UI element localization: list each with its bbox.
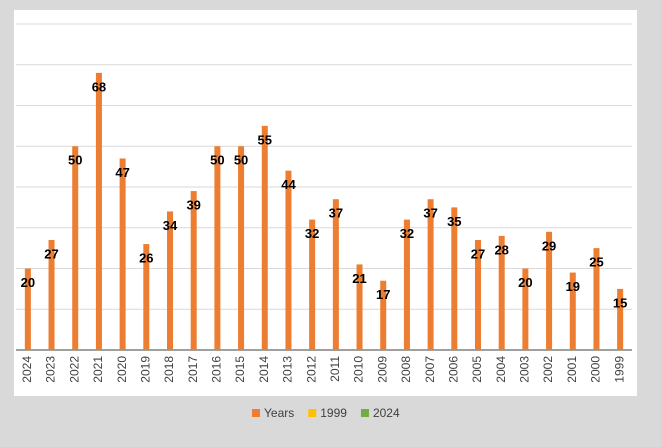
x-tick-label: 2023: [44, 356, 58, 383]
x-tick-label: 2010: [352, 356, 366, 383]
x-tick-label: 2015: [233, 356, 247, 383]
bar: [380, 280, 387, 350]
data-label: 28: [494, 242, 508, 257]
data-label: 50: [234, 153, 248, 168]
bar: [285, 170, 292, 350]
x-tick-label: 2018: [162, 356, 176, 383]
legend-swatch: [252, 409, 260, 417]
bar: [356, 264, 363, 350]
data-label: 47: [115, 165, 129, 180]
data-label: 35: [447, 214, 461, 229]
data-label: 44: [281, 177, 296, 192]
bar: [48, 239, 55, 350]
x-tick-label: 2022: [67, 356, 81, 383]
data-label: 20: [21, 275, 35, 290]
x-tick-label: 2012: [304, 356, 318, 383]
bar: [24, 268, 31, 350]
x-tick-label: 2000: [589, 356, 603, 383]
legend-swatch: [360, 409, 369, 417]
bar: [214, 146, 221, 350]
plot-area: [14, 10, 637, 396]
data-label: 32: [400, 226, 414, 241]
bar: [522, 268, 529, 350]
legend-swatch: [308, 409, 317, 417]
bar: [167, 211, 173, 350]
bar: [261, 125, 268, 350]
data-label: 25: [589, 255, 603, 270]
bar: [190, 191, 197, 350]
x-tick-label: 2017: [186, 356, 200, 383]
x-tick-label: 2014: [257, 356, 271, 383]
x-tick-label: 2011: [328, 356, 342, 382]
x-tick-label: 2021: [91, 356, 105, 383]
legend-label: 1999: [320, 406, 347, 420]
data-label: 17: [376, 287, 390, 302]
x-tick-label: 2003: [518, 356, 532, 383]
bar: [403, 219, 410, 350]
data-label: 27: [44, 246, 58, 261]
x-tick-label: 2007: [423, 356, 437, 383]
x-tick-label: 2020: [115, 356, 129, 383]
bar: [72, 146, 79, 350]
bar: [498, 235, 505, 350]
data-label: 27: [471, 246, 485, 261]
data-label: 68: [92, 79, 106, 94]
bar: [143, 244, 150, 350]
data-label: 55: [258, 132, 272, 147]
data-label: 39: [186, 198, 200, 213]
data-label: 50: [68, 153, 82, 168]
bar: [475, 239, 481, 350]
data-label: 50: [210, 153, 224, 168]
data-label: 21: [352, 271, 366, 286]
data-label: 37: [423, 206, 437, 221]
x-tick-label: 2005: [470, 356, 484, 383]
bar: [238, 146, 245, 350]
bar: [427, 199, 434, 350]
bar: [95, 72, 102, 351]
bar: [332, 199, 339, 350]
bar: [546, 231, 553, 350]
data-label: 26: [139, 250, 153, 265]
bar: [309, 219, 316, 350]
legend-label: Years: [264, 406, 294, 420]
bar: [451, 207, 458, 350]
x-tick-label: 2013: [281, 356, 295, 383]
x-tick-label: 2001: [565, 356, 579, 383]
bar: [119, 158, 126, 350]
data-label: 15: [613, 295, 627, 310]
x-tick-label: 2016: [210, 356, 224, 383]
bar: [569, 272, 576, 350]
data-label: 19: [566, 279, 580, 294]
x-tick-label: 2002: [541, 356, 555, 383]
bar: [593, 248, 600, 350]
data-label: 20: [518, 275, 532, 290]
data-label: 29: [542, 238, 556, 253]
x-tick-label: 2006: [446, 356, 460, 383]
x-tick-label: 2004: [494, 356, 508, 383]
x-tick-label: 2019: [138, 356, 152, 383]
legend-label: 2024: [373, 406, 400, 420]
data-label: 34: [163, 218, 178, 233]
bar: [617, 288, 624, 350]
x-tick-label: 1999: [612, 356, 626, 383]
x-tick-label: 2008: [399, 356, 413, 383]
data-label: 37: [329, 206, 343, 221]
x-tick-label: 2024: [20, 356, 34, 383]
x-tick-label: 2009: [375, 356, 389, 383]
data-label: 32: [305, 226, 319, 241]
